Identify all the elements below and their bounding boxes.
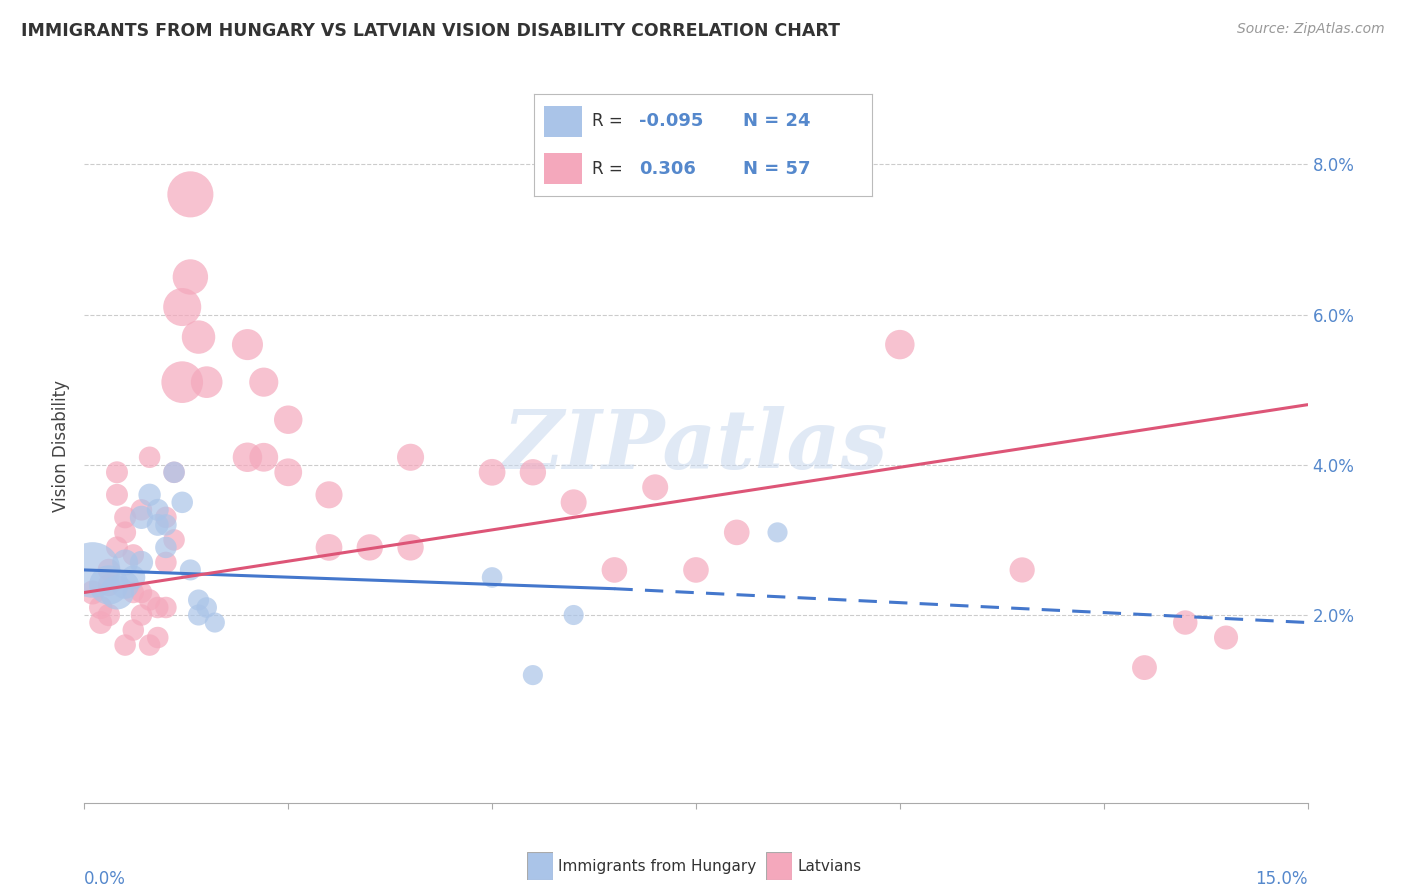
- Point: [82, 585, 104, 599]
- Text: Source: ZipAtlas.com: Source: ZipAtlas.com: [1237, 22, 1385, 37]
- Point: [155, 510, 177, 524]
- Point: [685, 563, 707, 577]
- Point: [172, 375, 194, 389]
- Point: [318, 541, 340, 555]
- Point: [644, 480, 666, 494]
- Point: [155, 517, 177, 532]
- Point: [179, 270, 201, 285]
- Point: [725, 525, 748, 540]
- Point: [562, 607, 585, 622]
- Text: Immigrants from Hungary: Immigrants from Hungary: [558, 859, 756, 873]
- Point: [179, 187, 201, 202]
- Point: [253, 375, 276, 389]
- Point: [97, 578, 120, 592]
- Point: [138, 450, 160, 465]
- Point: [318, 488, 340, 502]
- Point: [105, 465, 128, 479]
- Point: [522, 465, 544, 479]
- Point: [1133, 660, 1156, 674]
- Point: [131, 510, 153, 524]
- Point: [172, 495, 194, 509]
- Point: [114, 578, 136, 592]
- Point: [236, 450, 259, 465]
- Point: [277, 465, 299, 479]
- Point: [114, 525, 136, 540]
- Point: [105, 541, 128, 555]
- Point: [138, 638, 160, 652]
- Point: [766, 525, 789, 540]
- Text: R =: R =: [592, 160, 633, 178]
- Point: [195, 600, 218, 615]
- Point: [90, 615, 112, 630]
- Point: [146, 631, 169, 645]
- Text: N = 57: N = 57: [744, 160, 811, 178]
- Point: [131, 585, 153, 599]
- Point: [187, 593, 209, 607]
- Point: [146, 517, 169, 532]
- Point: [163, 465, 186, 479]
- Point: [122, 570, 145, 584]
- FancyBboxPatch shape: [544, 153, 582, 184]
- Point: [253, 450, 276, 465]
- Point: [122, 623, 145, 637]
- Point: [146, 600, 169, 615]
- Text: N = 24: N = 24: [744, 112, 811, 130]
- Point: [172, 300, 194, 314]
- Text: ZIPatlas: ZIPatlas: [503, 406, 889, 486]
- Point: [114, 510, 136, 524]
- Point: [131, 556, 153, 570]
- Point: [155, 600, 177, 615]
- Point: [1174, 615, 1197, 630]
- Text: R =: R =: [592, 112, 627, 130]
- Point: [1011, 563, 1033, 577]
- Point: [122, 585, 145, 599]
- Text: Latvians: Latvians: [797, 859, 862, 873]
- Point: [889, 337, 911, 351]
- Point: [131, 503, 153, 517]
- Point: [562, 495, 585, 509]
- Point: [163, 465, 186, 479]
- Point: [179, 563, 201, 577]
- Point: [155, 541, 177, 555]
- FancyBboxPatch shape: [544, 106, 582, 136]
- Text: 0.306: 0.306: [638, 160, 696, 178]
- Text: 0.0%: 0.0%: [84, 871, 127, 888]
- Point: [82, 563, 104, 577]
- Point: [236, 337, 259, 351]
- Text: -0.095: -0.095: [638, 112, 703, 130]
- Y-axis label: Vision Disability: Vision Disability: [52, 380, 70, 512]
- Text: 15.0%: 15.0%: [1256, 871, 1308, 888]
- Point: [122, 548, 145, 562]
- Point: [131, 607, 153, 622]
- Point: [187, 330, 209, 344]
- Point: [155, 556, 177, 570]
- Point: [114, 556, 136, 570]
- Point: [187, 607, 209, 622]
- Point: [114, 638, 136, 652]
- Point: [97, 578, 120, 592]
- Text: IMMIGRANTS FROM HUNGARY VS LATVIAN VISION DISABILITY CORRELATION CHART: IMMIGRANTS FROM HUNGARY VS LATVIAN VISIO…: [21, 22, 841, 40]
- Point: [163, 533, 186, 547]
- Point: [399, 541, 422, 555]
- Point: [105, 585, 128, 599]
- Point: [138, 488, 160, 502]
- Point: [277, 413, 299, 427]
- Point: [97, 607, 120, 622]
- Point: [399, 450, 422, 465]
- Point: [97, 563, 120, 577]
- Point: [105, 488, 128, 502]
- Point: [1215, 631, 1237, 645]
- Point: [146, 503, 169, 517]
- Point: [481, 570, 503, 584]
- Point: [138, 593, 160, 607]
- Point: [522, 668, 544, 682]
- Point: [603, 563, 626, 577]
- Point: [359, 541, 381, 555]
- Point: [204, 615, 226, 630]
- Point: [195, 375, 218, 389]
- Point: [481, 465, 503, 479]
- Point: [90, 600, 112, 615]
